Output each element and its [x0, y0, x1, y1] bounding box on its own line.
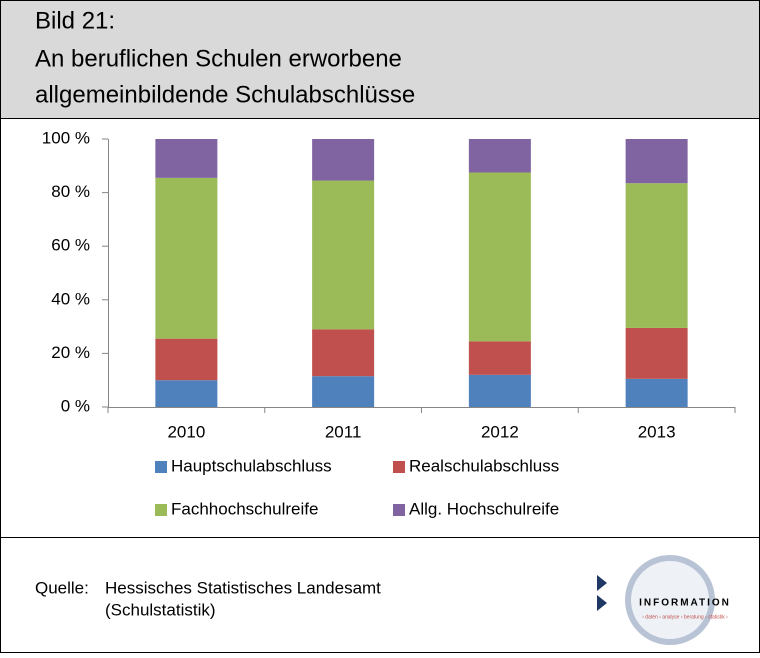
legend-swatch	[155, 461, 167, 473]
bar-segment	[468, 374, 531, 407]
x-tick-label: 2010	[167, 422, 205, 441]
chart-label: Bild 21:	[35, 7, 115, 34]
bar-segment	[155, 177, 218, 339]
bar-segment	[312, 180, 375, 330]
bar-segment	[155, 338, 218, 381]
logo: INFORMATION › daten › analyse › beratung…	[597, 555, 731, 645]
bar-segment	[155, 139, 218, 178]
bar-segment	[625, 183, 688, 328]
source: (Schulstatistik)	[105, 600, 216, 619]
bar-segment	[312, 139, 375, 181]
bar-segment	[312, 376, 375, 407]
x-tick-label: 2011	[325, 422, 362, 441]
y-tick-label: 0 %	[61, 396, 90, 415]
y-tick-label: 60 %	[51, 236, 90, 255]
source: Hessisches Statistisches Landesamt	[105, 578, 381, 597]
chart-title: An beruflichen Schulen erworbene	[35, 45, 402, 72]
logo-tagline: › daten › analyse › beratung › statistik…	[642, 614, 728, 620]
y-tick-label: 80 %	[51, 182, 90, 201]
bar-segment	[468, 341, 531, 375]
legend-label: Allg. Hochschulreife	[409, 499, 559, 518]
x-tick-label: 2013	[638, 422, 676, 441]
source-label: Quelle:	[35, 578, 89, 597]
legend-label: Hauptschulabschluss	[171, 456, 332, 475]
bar-segment	[468, 172, 531, 342]
chart-title: allgemeinbildende Schulabschlüsse	[35, 81, 415, 108]
bar-segment	[625, 378, 688, 407]
bar-segment	[625, 139, 688, 184]
bar-segment	[468, 139, 531, 173]
legend-label: Fachhochschulreife	[171, 499, 318, 518]
header-background	[0, 0, 760, 118]
legend-swatch	[393, 504, 405, 516]
logo-text: INFORMATION	[639, 598, 731, 609]
y-tick-label: 40 %	[51, 289, 90, 308]
x-tick-label: 2012	[481, 422, 519, 441]
legend-swatch	[393, 461, 405, 473]
legend-label: Realschulabschluss	[409, 456, 559, 475]
bar-segment	[625, 327, 688, 379]
y-tick-label: 100 %	[42, 128, 90, 147]
logo-ring	[625, 555, 715, 645]
bar-segment	[155, 380, 218, 407]
y-tick-label: 20 %	[51, 343, 90, 362]
bar-segment	[312, 329, 375, 377]
legend-swatch	[155, 504, 167, 516]
logo-arrows	[597, 575, 607, 611]
